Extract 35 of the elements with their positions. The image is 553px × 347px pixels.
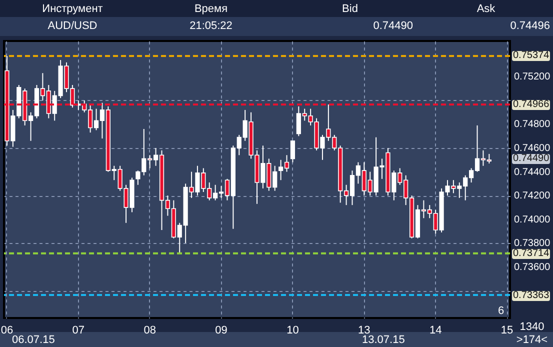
candlestick — [290, 140, 296, 163]
text: 0.74490 — [512, 153, 550, 164]
ref-line-label: 0.74966 — [512, 98, 550, 110]
x-tick-label: 07 — [72, 324, 85, 336]
text: 06.07.15 — [12, 334, 55, 346]
x-tick-label: 08 — [144, 324, 156, 336]
text: 1340 — [520, 321, 544, 333]
x-tick-label: 10 — [286, 324, 299, 336]
text: Bid — [341, 3, 359, 16]
x-tick-label: 15 — [500, 324, 514, 336]
text: 0.74490 — [372, 20, 413, 33]
text: >174< — [516, 334, 548, 346]
x-tick-label: 14 — [429, 324, 442, 336]
y-tick-label: 0.74000 — [514, 214, 551, 226]
x-tick-label: 09 — [215, 324, 228, 336]
text: Время — [193, 3, 229, 16]
text: 0.74496 — [509, 20, 550, 33]
y-tick-label: 0.75200 — [514, 72, 551, 83]
x-tick-label: 06 — [0, 324, 14, 336]
ref-line-label: 0.73714 — [512, 248, 550, 259]
text: 13.07.15 — [362, 334, 405, 346]
text: Инструмент — [41, 3, 104, 16]
y-tick-label: 0.74600 — [514, 142, 551, 154]
y-tick-label: 0.74200 — [514, 190, 551, 202]
text: Ask — [476, 3, 496, 16]
ref-line-label: 0.75374 — [512, 50, 550, 62]
y-tick-label: 0.74400 — [514, 166, 551, 178]
y-tick-label: 0.73800 — [514, 238, 551, 250]
text: 21:05:22 — [188, 20, 234, 33]
text: AUD/USD — [46, 20, 98, 33]
y-tick-label: 0.74800 — [514, 119, 551, 130]
y-tick-label: 0.73600 — [514, 262, 551, 273]
annotation: 6 — [496, 305, 506, 318]
x-tick-label: 13 — [358, 324, 370, 336]
ref-line-label: 0.73363 — [512, 290, 550, 301]
